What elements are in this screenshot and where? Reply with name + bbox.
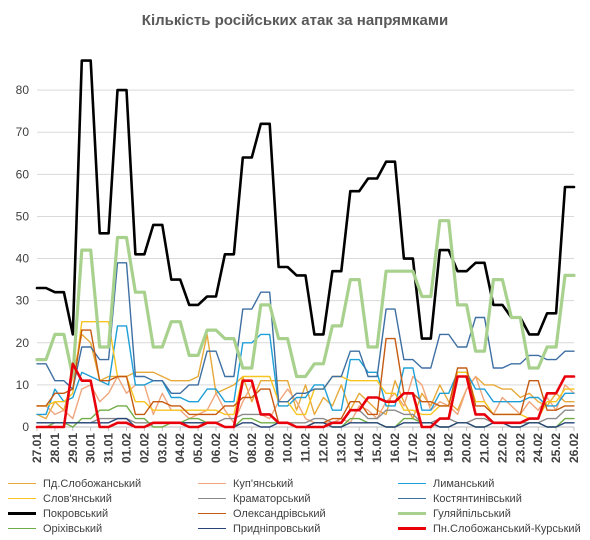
y-tick-label: 10 xyxy=(16,378,30,392)
series-line xyxy=(36,325,575,416)
x-tick-label: 19.02 xyxy=(442,433,456,463)
x-tick-label: 05.02 xyxy=(191,433,205,463)
x-tick-label: 20.02 xyxy=(460,433,474,463)
x-tick-label: 29.01 xyxy=(66,433,80,463)
legend-swatch xyxy=(8,512,36,515)
legend-item: Краматорський xyxy=(198,491,311,506)
x-tick-label: 28.01 xyxy=(48,433,62,463)
x-tick-label: 13.02 xyxy=(334,433,348,463)
legend-item: Оріхівський xyxy=(8,521,102,536)
legend-swatch xyxy=(398,497,426,500)
legend-label: Куп'янський xyxy=(233,477,294,490)
tick-labels: 0 10 20 30 40 50 60 70 80 27.01 28.01 29.01 30.01 31.… xyxy=(16,83,581,463)
x-tick-label: 27.01 xyxy=(30,433,44,463)
legend-label: Костянтинівський xyxy=(433,492,522,505)
x-tick-label: 01.02 xyxy=(120,433,134,463)
x-tick-label: 08.02 xyxy=(245,433,259,463)
legend-item: Костянтинівський xyxy=(398,491,522,506)
x-tick-label: 15.02 xyxy=(370,433,384,463)
legend-swatch xyxy=(198,512,226,515)
x-tick-label: 24.02 xyxy=(531,433,545,463)
x-tick-label: 16.02 xyxy=(388,433,402,463)
legend-swatch xyxy=(398,527,426,530)
legend-label: Придніпровський xyxy=(233,522,321,535)
x-tick-label: 11.02 xyxy=(299,433,313,463)
legend-item: Лиманський xyxy=(398,476,494,491)
legend-label: Покровський xyxy=(43,507,109,520)
legend-item: Пд.Слобожанський xyxy=(8,476,141,491)
y-tick-label: 80 xyxy=(16,83,30,97)
legend-swatch xyxy=(398,511,426,516)
legend-label: Лиманський xyxy=(433,477,495,490)
y-tick-label: 40 xyxy=(16,252,30,266)
x-tick-label: 06.02 xyxy=(209,433,223,463)
y-tick-label: 30 xyxy=(16,294,30,308)
legend-item: Покровський xyxy=(8,506,108,521)
legend-swatch xyxy=(198,497,226,500)
x-tick-label: 17.02 xyxy=(406,433,420,463)
series-line xyxy=(35,219,576,379)
y-tick-label: 20 xyxy=(16,336,30,350)
series-lines xyxy=(35,59,576,429)
legend-swatch xyxy=(8,527,36,530)
legend-item: Придніпровський xyxy=(198,521,320,536)
legend-swatch xyxy=(8,482,36,485)
legend-label: Пн.Слобожанський-Курський xyxy=(433,522,581,535)
x-tick-label: 31.01 xyxy=(102,433,116,463)
legend-label: Слов'янський xyxy=(43,492,112,505)
series-line xyxy=(35,362,576,429)
x-tick-label: 07.02 xyxy=(227,433,241,463)
x-tick-label: 26.02 xyxy=(567,433,581,463)
legend-item: Олександрівський xyxy=(198,506,326,521)
legend-item: Куп'янський xyxy=(198,476,293,491)
legend-swatch xyxy=(398,482,426,485)
series-line xyxy=(36,321,575,420)
legend-item: Гуляйпільський xyxy=(398,506,511,521)
x-tick-label: 02.02 xyxy=(137,433,151,463)
y-tick-label: 0 xyxy=(22,420,29,434)
legend-label: Олександрівський xyxy=(233,507,326,520)
legend-label: Краматорський xyxy=(233,492,311,505)
legend-item: Пн.Слобожанський-Курський xyxy=(398,521,581,536)
legend-label: Гуляйпільський xyxy=(433,507,511,520)
legend-label: Пд.Слобожанський xyxy=(43,477,142,490)
x-tick-label: 04.02 xyxy=(173,433,187,463)
legend-label: Оріхівський xyxy=(43,522,103,535)
x-tick-label: 12.02 xyxy=(316,433,330,463)
x-tick-label: 23.02 xyxy=(513,433,527,463)
series-line xyxy=(36,375,575,424)
legend-swatch xyxy=(198,527,226,530)
y-tick-label: 70 xyxy=(16,125,30,139)
y-tick-label: 60 xyxy=(16,167,30,181)
x-tick-label: 25.02 xyxy=(549,433,563,463)
x-tick-label: 21.02 xyxy=(478,433,492,463)
legend-swatch xyxy=(198,482,226,485)
legend-swatch xyxy=(8,497,36,500)
y-tick-label: 50 xyxy=(16,209,30,223)
x-tick-label: 09.02 xyxy=(263,433,277,463)
x-tick-label: 18.02 xyxy=(424,433,438,463)
x-tick-label: 22.02 xyxy=(495,433,509,463)
series-line xyxy=(36,262,575,403)
x-tick-label: 30.01 xyxy=(84,433,98,463)
x-tick-label: 10.02 xyxy=(281,433,295,463)
x-tick-label: 03.02 xyxy=(155,433,169,463)
series-line xyxy=(36,409,575,424)
chart-title: Кількість російських атак за напрямками xyxy=(141,12,449,29)
x-tick-label: 14.02 xyxy=(352,433,366,463)
legend-item: Слов'янський xyxy=(8,491,112,506)
series-line xyxy=(35,59,576,340)
